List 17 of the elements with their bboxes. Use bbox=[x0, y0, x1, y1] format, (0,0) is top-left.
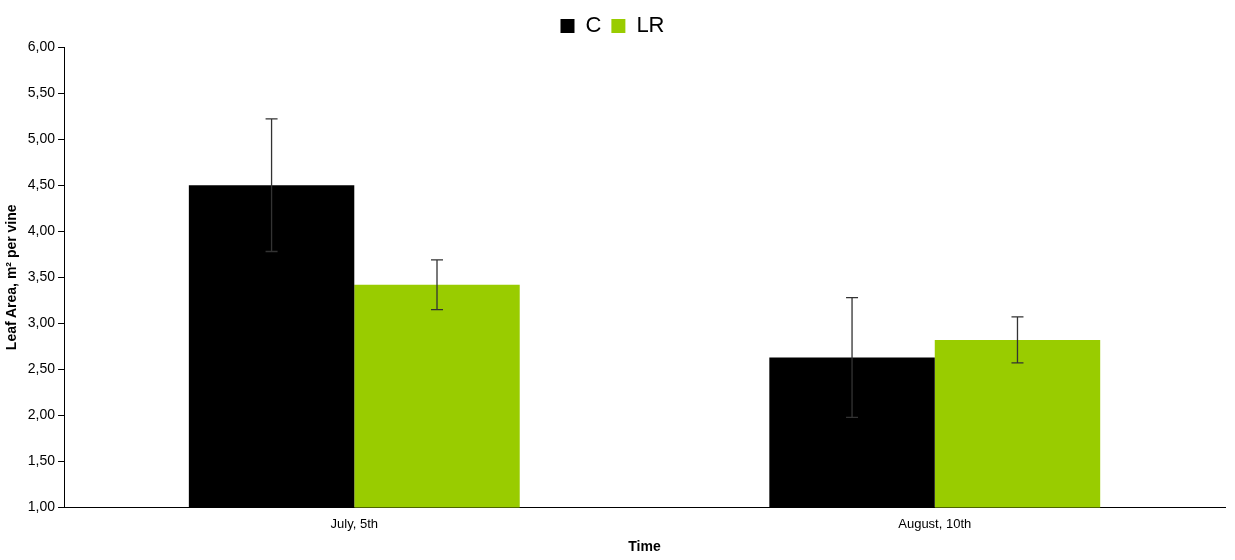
y-tick-label: 2,00 bbox=[27, 406, 56, 423]
y-tick-label: 1,50 bbox=[27, 452, 56, 469]
y-tick-label: 4,50 bbox=[27, 176, 56, 193]
y-tick-label: 1,00 bbox=[27, 498, 56, 515]
y-tick-label: 2,50 bbox=[27, 360, 56, 377]
legend-label: C bbox=[585, 12, 602, 38]
y-tick-label: 3,00 bbox=[27, 314, 56, 331]
y-tick-label: 3,50 bbox=[27, 268, 56, 285]
x-tick-label: August, 10th bbox=[898, 515, 972, 531]
y-tick-label: 5,50 bbox=[27, 83, 56, 100]
y-tick-label: 4,00 bbox=[27, 222, 56, 239]
y-tick-label: 5,00 bbox=[27, 129, 56, 146]
y-tick-label: 6,00 bbox=[27, 37, 56, 54]
y-axis-title: Leaf Area, m² per vine bbox=[3, 204, 20, 351]
x-tick-label: July, 5th bbox=[330, 515, 379, 531]
legend-label: LR bbox=[636, 12, 665, 38]
x-axis-title: Time bbox=[628, 538, 661, 555]
